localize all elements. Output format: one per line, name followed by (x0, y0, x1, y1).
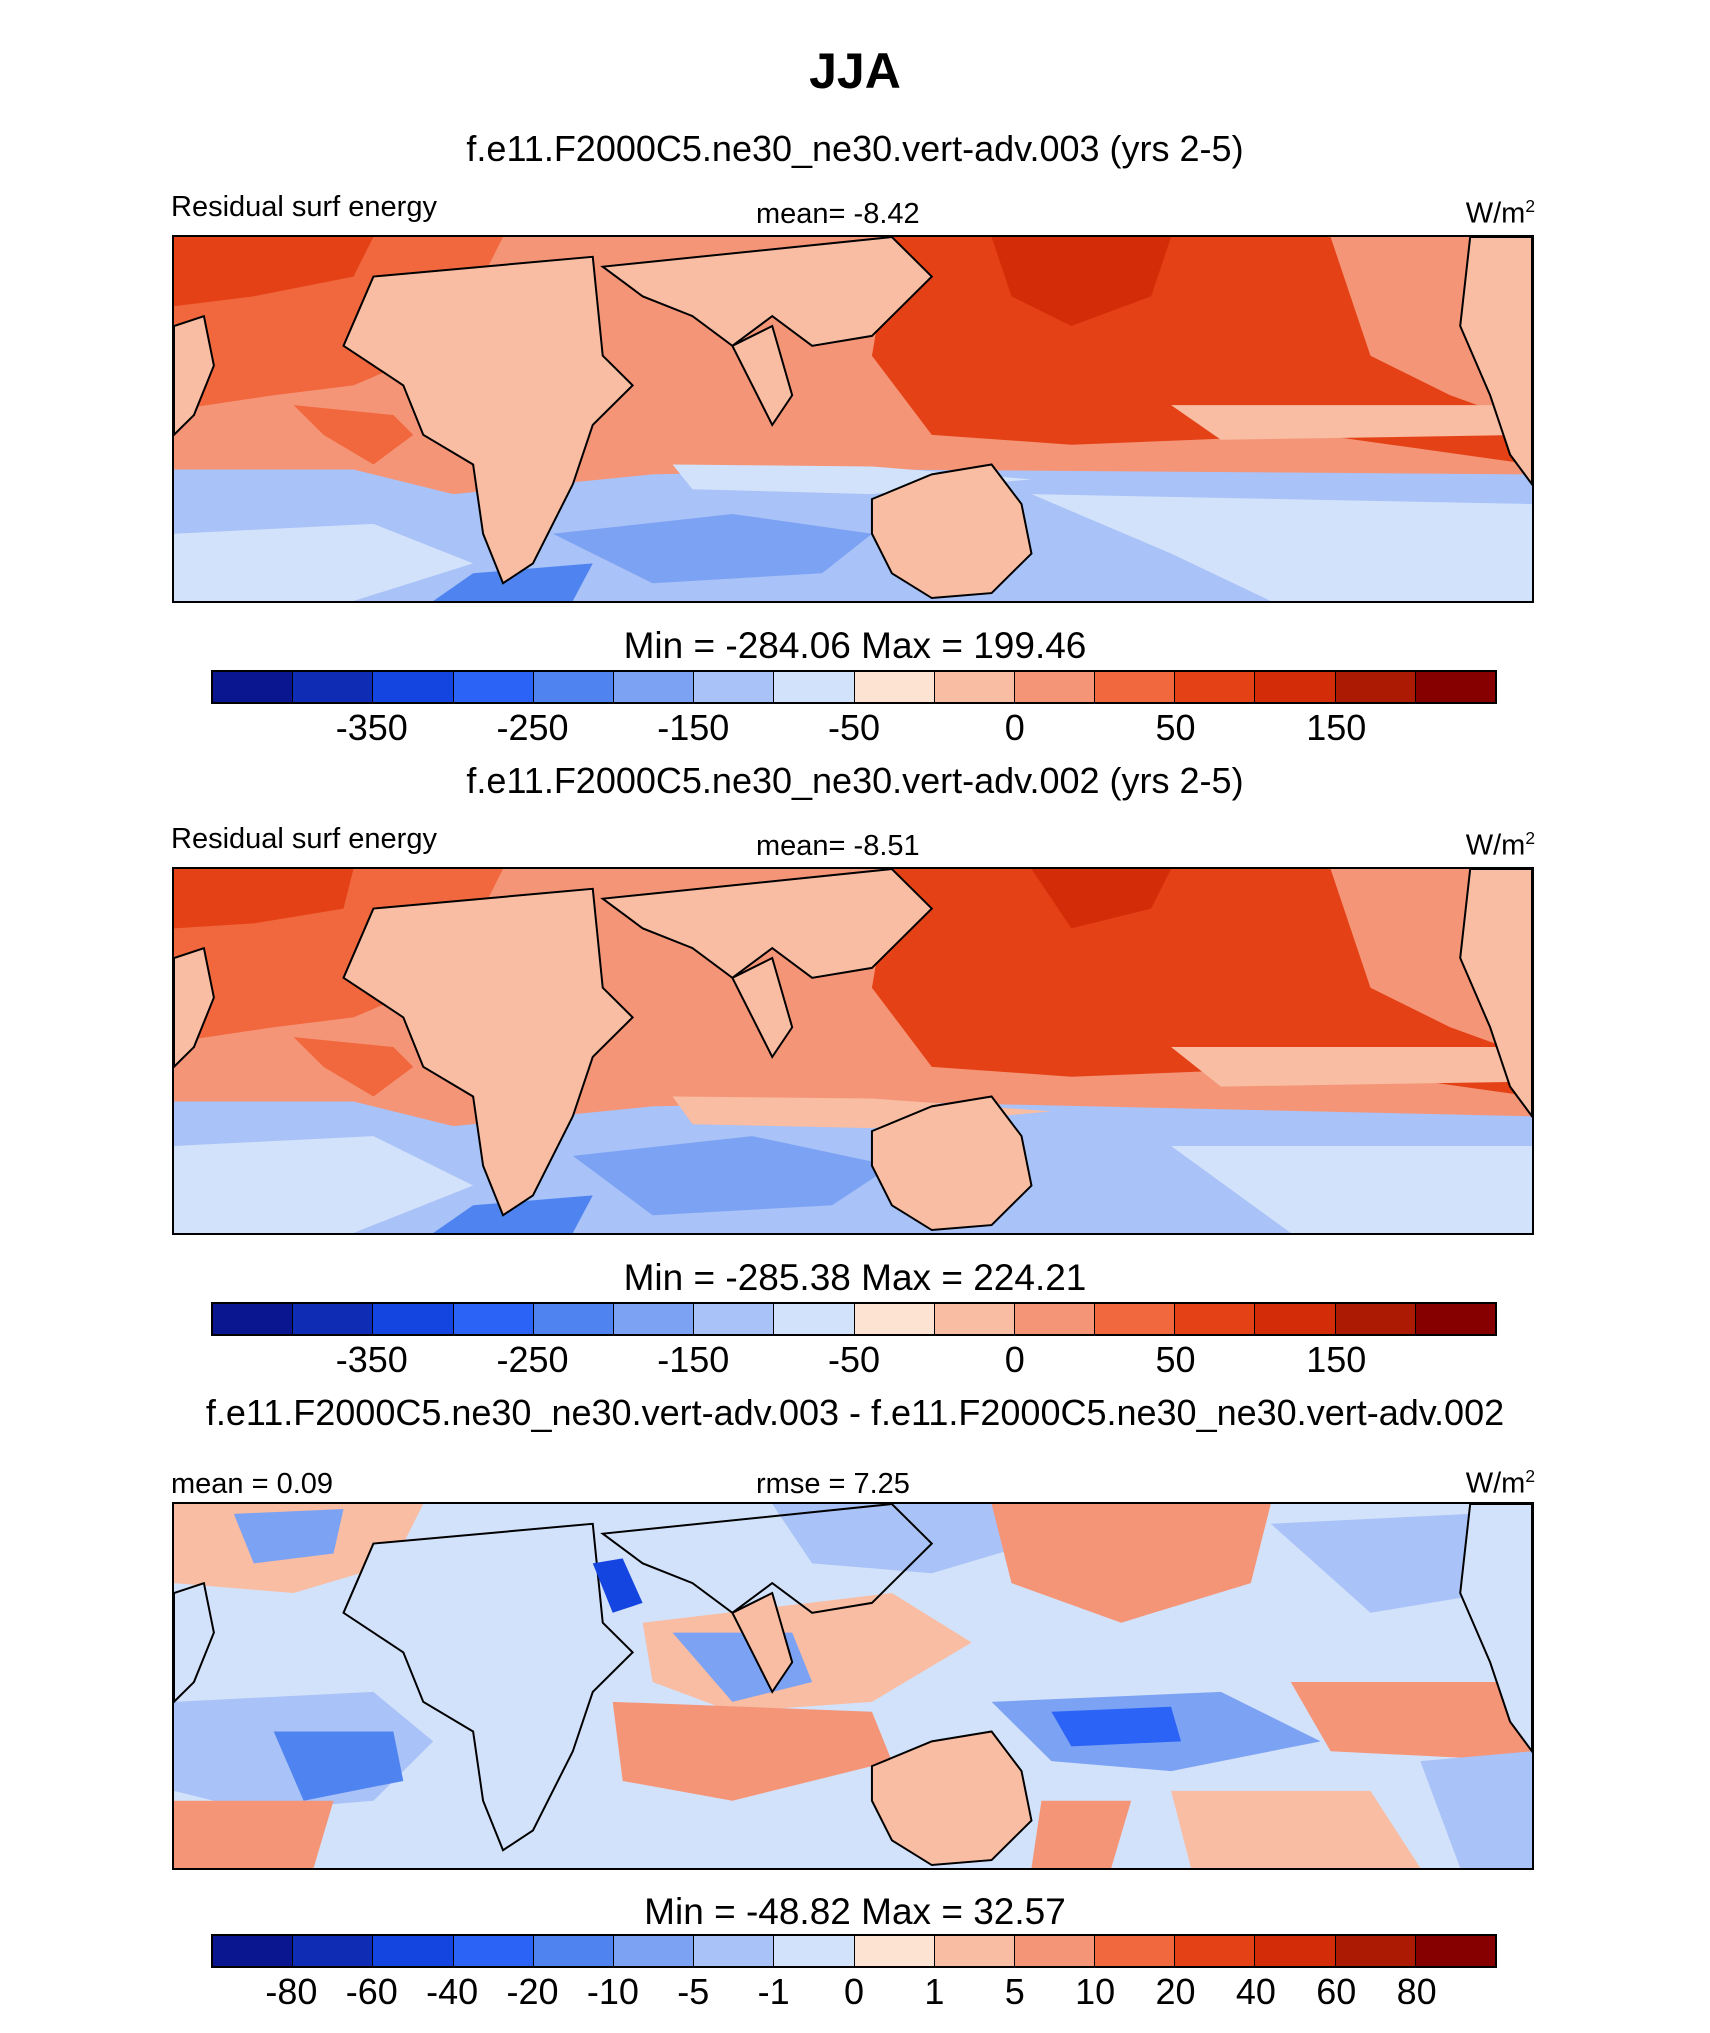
colorbar-tick-label: 50 (1155, 1339, 1196, 1380)
colorbar-swatch (774, 1304, 855, 1334)
panel2-variable-label: Residual surf energy (171, 823, 437, 855)
colorbar-swatch (293, 1936, 374, 1966)
colorbar-tick-label: -50 (827, 1339, 881, 1380)
panel1-subtitle: f.e11.F2000C5.ne30_ne30.vert-adv.003 (yr… (466, 128, 1244, 169)
colorbar-tick-label: 80 (1396, 1971, 1437, 2012)
colorbar-tick-label: 0 (1004, 707, 1025, 748)
colorbar-tick-label: 150 (1306, 707, 1367, 748)
panel3-colorbar (211, 1934, 1497, 1968)
colorbar-swatch (533, 672, 614, 702)
diff-title: f.e11.F2000C5.ne30_ne30.vert-adv.003 - f… (205, 1392, 1505, 1433)
colorbar-tick-label: 1 (924, 1971, 945, 2012)
colorbar-tick-label: -250 (496, 707, 569, 748)
colorbar-swatch (1415, 672, 1495, 702)
colorbar-swatch (613, 672, 695, 702)
colorbar-swatch (453, 672, 534, 702)
panel3-mean-label: mean = 0.09 (171, 1468, 334, 1500)
colorbar-tick-label: -250 (496, 1339, 569, 1380)
colorbar-tick-label: 5 (1004, 1971, 1025, 2012)
colorbar-swatch (1014, 1304, 1096, 1334)
colorbar-swatch (1415, 1304, 1495, 1334)
colorbar-tick-label: -350 (335, 707, 408, 748)
colorbar-tick-label: -20 (506, 1971, 559, 2012)
colorbar-swatch (934, 1304, 1015, 1334)
colorbar-swatch (854, 1936, 935, 1966)
colorbar-tick-label: 0 (843, 1971, 865, 2012)
colorbar-swatch (1335, 672, 1416, 702)
panel3-rmse-label: rmse = 7.25 (756, 1468, 910, 1500)
panel1-map (172, 235, 1534, 603)
colorbar-swatch (613, 1936, 695, 1966)
colorbar-swatch (1175, 1936, 1256, 1966)
colorbar-swatch (1095, 1936, 1176, 1966)
panel2-minmax: Min = -285.38 Max = 224.21 (623, 1257, 1087, 1298)
colorbar-tick-label: 0 (1004, 1339, 1025, 1380)
colorbar-tick-label: 150 (1306, 1339, 1367, 1380)
colorbar-swatch (854, 672, 935, 702)
colorbar-swatch (213, 672, 294, 702)
colorbar-swatch (1014, 1936, 1096, 1966)
colorbar-swatch (1335, 1304, 1416, 1334)
colorbar-swatch (373, 1304, 454, 1334)
colorbar-swatch (1255, 1304, 1336, 1334)
panel1-units: W/m2 (1465, 196, 1535, 230)
colorbar-swatch (774, 1936, 855, 1966)
colorbar-tick-label: 40 (1235, 1971, 1276, 2012)
colorbar-swatch (1095, 1304, 1176, 1334)
colorbar-swatch (293, 1304, 374, 1334)
colorbar-swatch (1255, 672, 1336, 702)
colorbar-tick-label: -60 (345, 1971, 398, 2012)
panel2-mean-label: mean= -8.51 (756, 830, 920, 862)
colorbar-swatch (1255, 1936, 1336, 1966)
colorbar-swatch (1415, 1936, 1495, 1966)
colorbar-tick-label: -5 (677, 1971, 710, 2012)
panel1-mean-label: mean= -8.42 (756, 198, 920, 230)
colorbar-swatch (1095, 672, 1176, 702)
colorbar-tick-label: -50 (827, 707, 881, 748)
colorbar-swatch (854, 1304, 935, 1334)
panel2-units: W/m2 (1465, 828, 1535, 862)
colorbar-swatch (453, 1304, 534, 1334)
colorbar-tick-label: -10 (586, 1971, 639, 2012)
colorbar-swatch (1014, 672, 1096, 702)
colorbar-tick-label: -1 (757, 1971, 790, 2012)
colorbar-swatch (533, 1304, 614, 1334)
panel3-units: W/m2 (1465, 1466, 1535, 1500)
colorbar-tick-label: -150 (657, 1339, 730, 1380)
panel2-colorbar (211, 1302, 1497, 1336)
colorbar-swatch (1175, 1304, 1256, 1334)
panel1-variable-label: Residual surf energy (171, 191, 437, 223)
panel2-map (172, 867, 1534, 1235)
colorbar-swatch (453, 1936, 534, 1966)
colorbar-tick-label: -80 (265, 1971, 318, 2012)
colorbar-swatch (1175, 672, 1256, 702)
colorbar-swatch (694, 1936, 775, 1966)
colorbar-swatch (613, 1304, 695, 1334)
panel3-map (172, 1502, 1534, 1870)
colorbar-tick-label: -150 (657, 707, 730, 748)
colorbar-tick-label: 10 (1075, 1971, 1116, 2012)
panel1-colorbar (211, 670, 1497, 704)
colorbar-tick-label: -40 (426, 1971, 479, 2012)
colorbar-swatch (213, 1304, 294, 1334)
colorbar-swatch (1335, 1936, 1416, 1966)
colorbar-tick-label: 60 (1316, 1971, 1357, 2012)
colorbar-swatch (213, 1936, 294, 1966)
colorbar-swatch (774, 672, 855, 702)
colorbar-swatch (694, 1304, 775, 1334)
colorbar-swatch (934, 672, 1015, 702)
colorbar-tick-label: 50 (1155, 707, 1196, 748)
colorbar-swatch (694, 672, 775, 702)
panel2-subtitle: f.e11.F2000C5.ne30_ne30.vert-adv.002 (yr… (466, 760, 1244, 801)
colorbar-swatch (934, 1936, 1015, 1966)
panel1-minmax: Min = -284.06 Max = 199.46 (623, 625, 1087, 666)
colorbar-tick-label: -350 (335, 1339, 408, 1380)
colorbar-swatch (533, 1936, 614, 1966)
panel3-minmax: Min = -48.82 Max = 32.57 (644, 1891, 1066, 1932)
colorbar-swatch (373, 672, 454, 702)
colorbar-swatch (373, 1936, 454, 1966)
figure-title: JJA (809, 43, 901, 99)
colorbar-tick-label: 20 (1155, 1971, 1196, 2012)
colorbar-swatch (293, 672, 374, 702)
